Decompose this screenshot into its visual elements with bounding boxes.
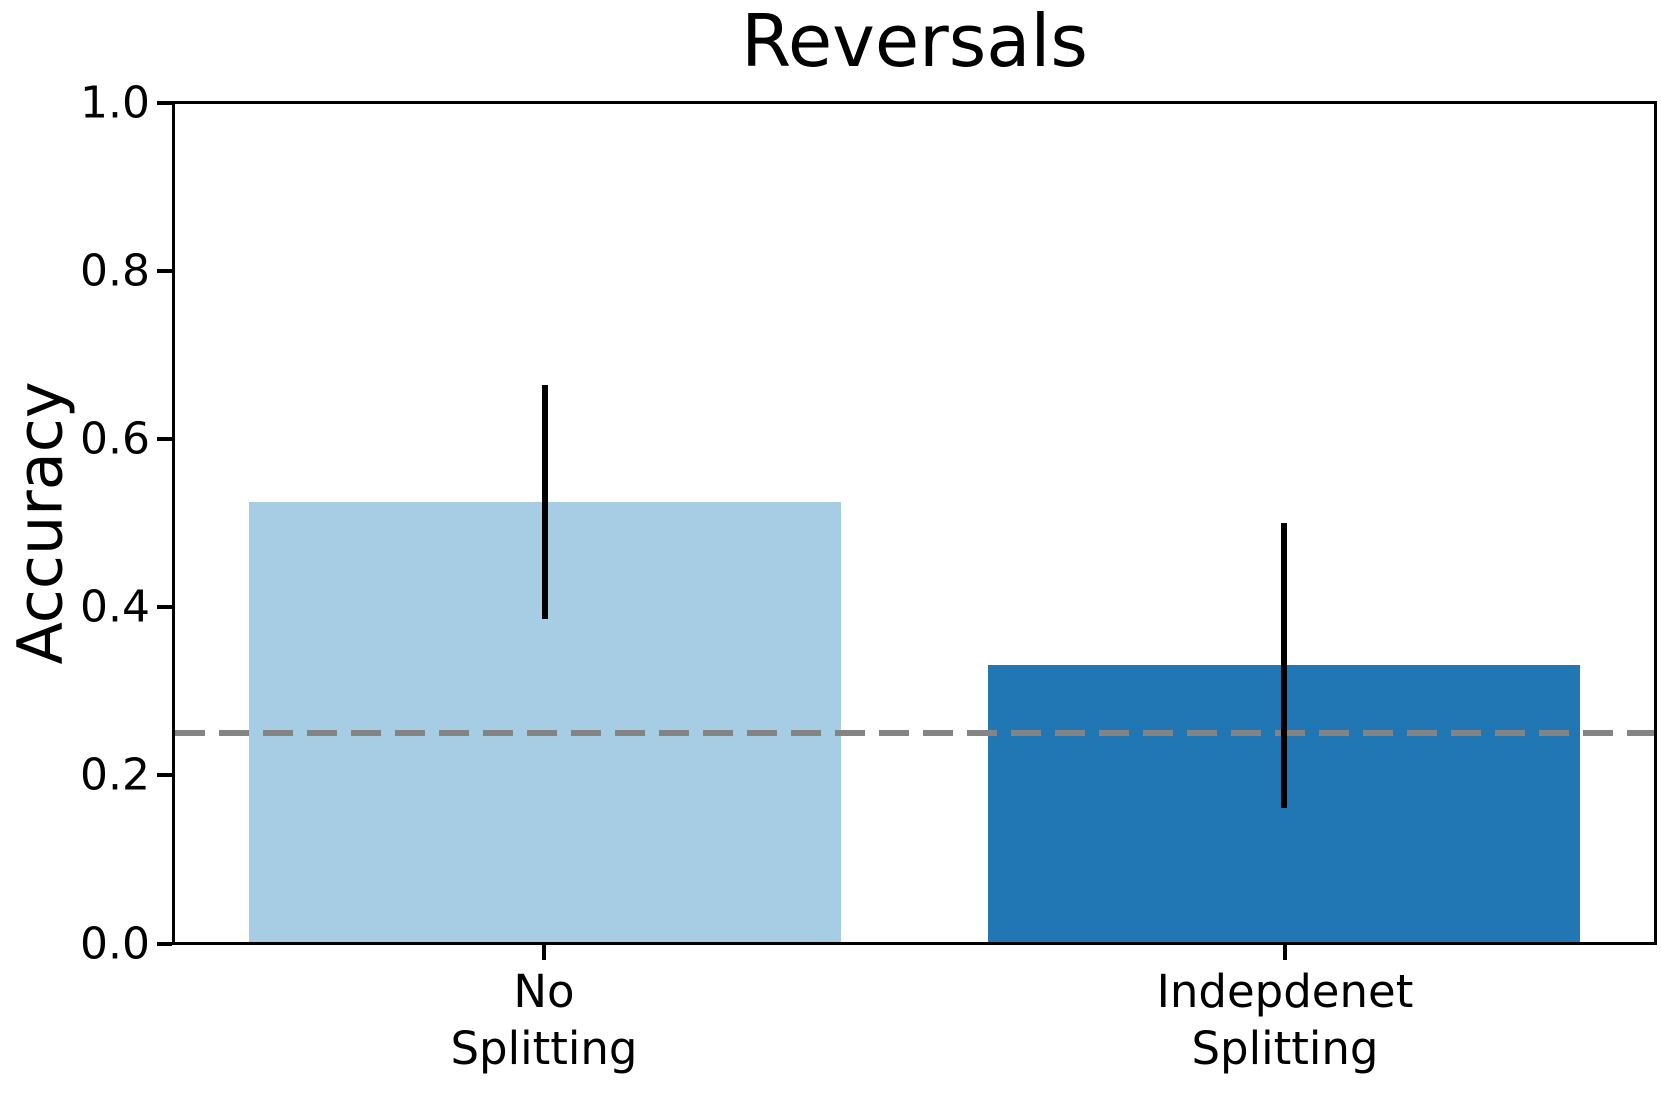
- y-tick-label: 0.2: [80, 749, 150, 801]
- x-tick: [542, 945, 546, 960]
- y-axis-label: Accuracy: [3, 381, 77, 665]
- y-tick-label: 0.0: [80, 918, 150, 969]
- y-tick: [157, 268, 172, 273]
- plot-area: [172, 101, 1657, 945]
- y-tick: [157, 100, 172, 105]
- x-tick-label: No Splitting: [450, 965, 638, 1076]
- y-tick: [157, 436, 172, 441]
- x-tick-label: Indepdenet Splitting: [1156, 965, 1414, 1076]
- chart-title: Reversals: [741, 0, 1088, 83]
- error-bar-0: [541, 384, 548, 620]
- y-tick-label: 1.0: [80, 77, 150, 128]
- y-tick: [157, 941, 172, 946]
- y-tick: [157, 605, 172, 610]
- y-tick-label: 0.8: [80, 245, 150, 297]
- y-tick-label: 0.4: [80, 581, 150, 633]
- y-tick-label: 0.6: [80, 413, 150, 465]
- y-tick: [157, 773, 172, 778]
- chance-reference-line: [175, 729, 1654, 736]
- error-bar-1: [1281, 523, 1288, 808]
- x-tick: [1283, 945, 1287, 960]
